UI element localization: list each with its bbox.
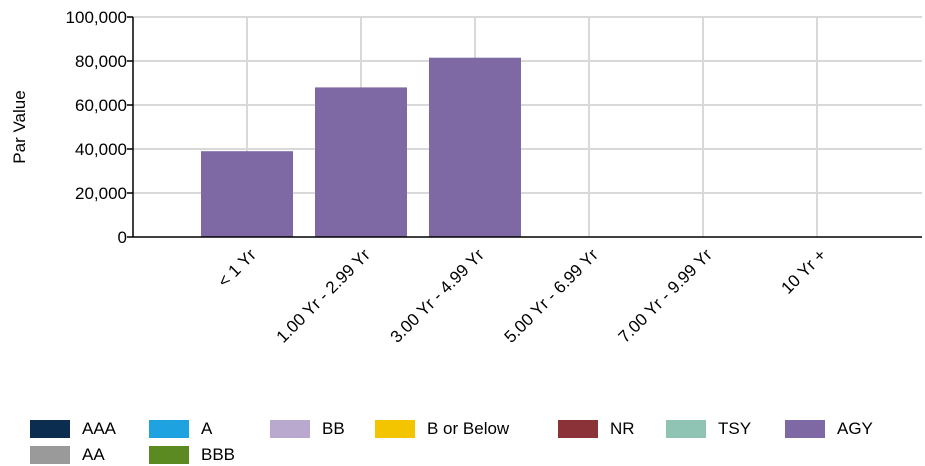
x-tick-label: < 1 Yr: [214, 245, 260, 291]
y-tick-label: 20,000: [75, 184, 127, 203]
bar-agy-0: [201, 151, 293, 237]
x-tick-label: 1.00 Yr - 2.99 Yr: [273, 245, 374, 346]
y-axis-label: Par Value: [10, 90, 29, 163]
y-tick-label: 100,000: [66, 8, 127, 27]
y-tick-label: 0: [118, 228, 127, 247]
y-tick-label: 80,000: [75, 52, 127, 71]
x-tick-label: 5.00 Yr - 6.99 Yr: [501, 245, 602, 346]
y-tick-label: 60,000: [75, 96, 127, 115]
x-tick-label: 7.00 Yr - 9.99 Yr: [615, 245, 716, 346]
bar-agy-1: [315, 87, 407, 238]
x-tick-label: 10 Yr +: [778, 245, 830, 297]
y-tick-label: 40,000: [75, 140, 127, 159]
bar-agy-2: [429, 57, 521, 238]
x-tick-label: 3.00 Yr - 4.99 Yr: [387, 245, 488, 346]
